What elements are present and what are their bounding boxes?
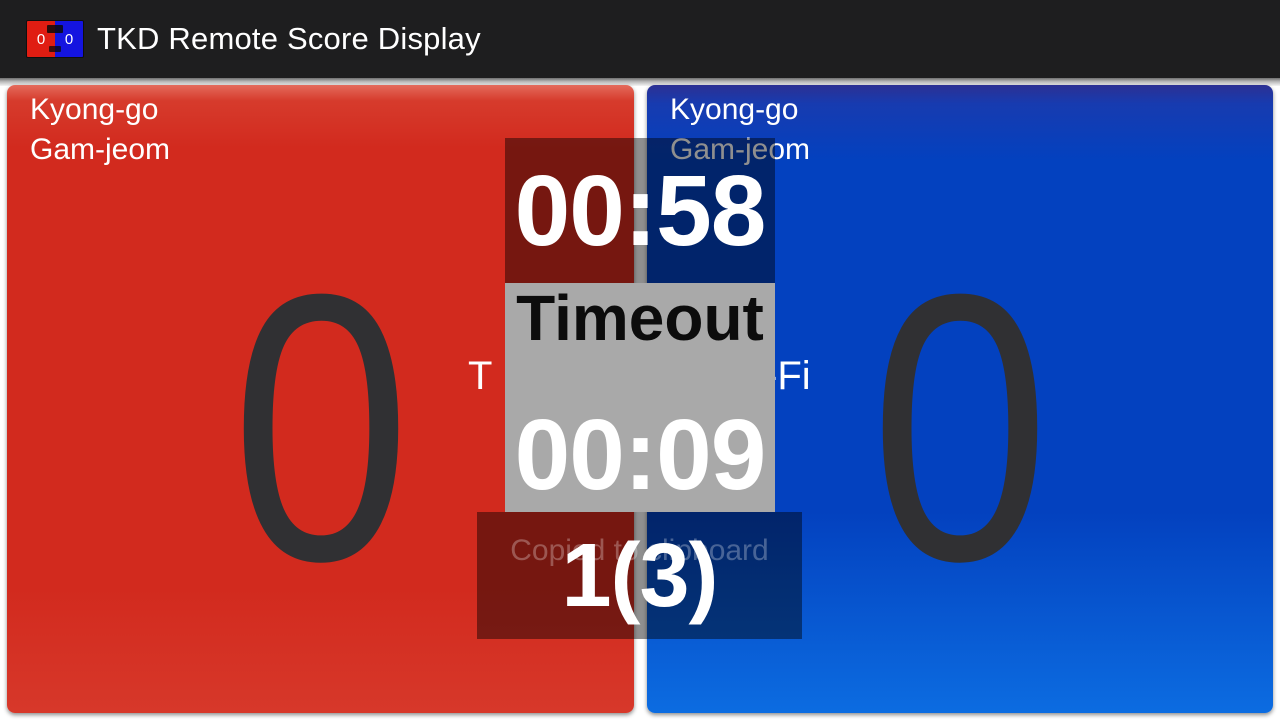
titlebar-divider — [0, 78, 1280, 86]
match-timer: 00:58 — [514, 154, 767, 267]
blue-penalty-labels: Kyong-go Gam-jeom — [670, 90, 810, 170]
timeout-label: Timeout — [516, 282, 764, 354]
match-timer-box: 00:58 — [505, 138, 775, 283]
timeout-box: Timeout 00:09 — [505, 282, 775, 512]
round-box: Copied to clipboard 1(3) — [477, 512, 802, 639]
red-gam-jeom-label: Gam-jeom — [30, 133, 171, 166]
red-corner-panel[interactable]: Kyong-go Gam-jeom 0 — [7, 85, 634, 713]
fading-toast-copied-to-clipboard: Copied to clipboard — [510, 534, 769, 567]
app-title: TKD Remote Score Display — [97, 21, 481, 56]
red-penalty-labels: Kyong-go Gam-jeom — [30, 90, 170, 170]
blue-kyong-go-label: Kyong-go — [670, 93, 799, 126]
red-score: 0 — [230, 215, 411, 640]
blue-corner-panel[interactable]: Kyong-go Gam-jeom 0 — [647, 85, 1273, 713]
red-kyong-go-label: Kyong-go — [30, 93, 159, 126]
app-scoreboard-icon: 0 0 — [27, 21, 83, 57]
blue-gam-jeom-label: Gam-jeom — [670, 133, 811, 166]
timeout-timer: 00:09 — [514, 399, 767, 511]
blue-score: 0 — [870, 215, 1050, 640]
app-icon-mini-round — [49, 46, 61, 52]
round-indicator: 1(3) — [561, 525, 718, 626]
app-icon-mini-timer — [47, 25, 63, 33]
obscured-toast-fragment-left: T — [468, 354, 493, 398]
title-bar: 0 0 TKD Remote Score Display — [0, 0, 1280, 78]
